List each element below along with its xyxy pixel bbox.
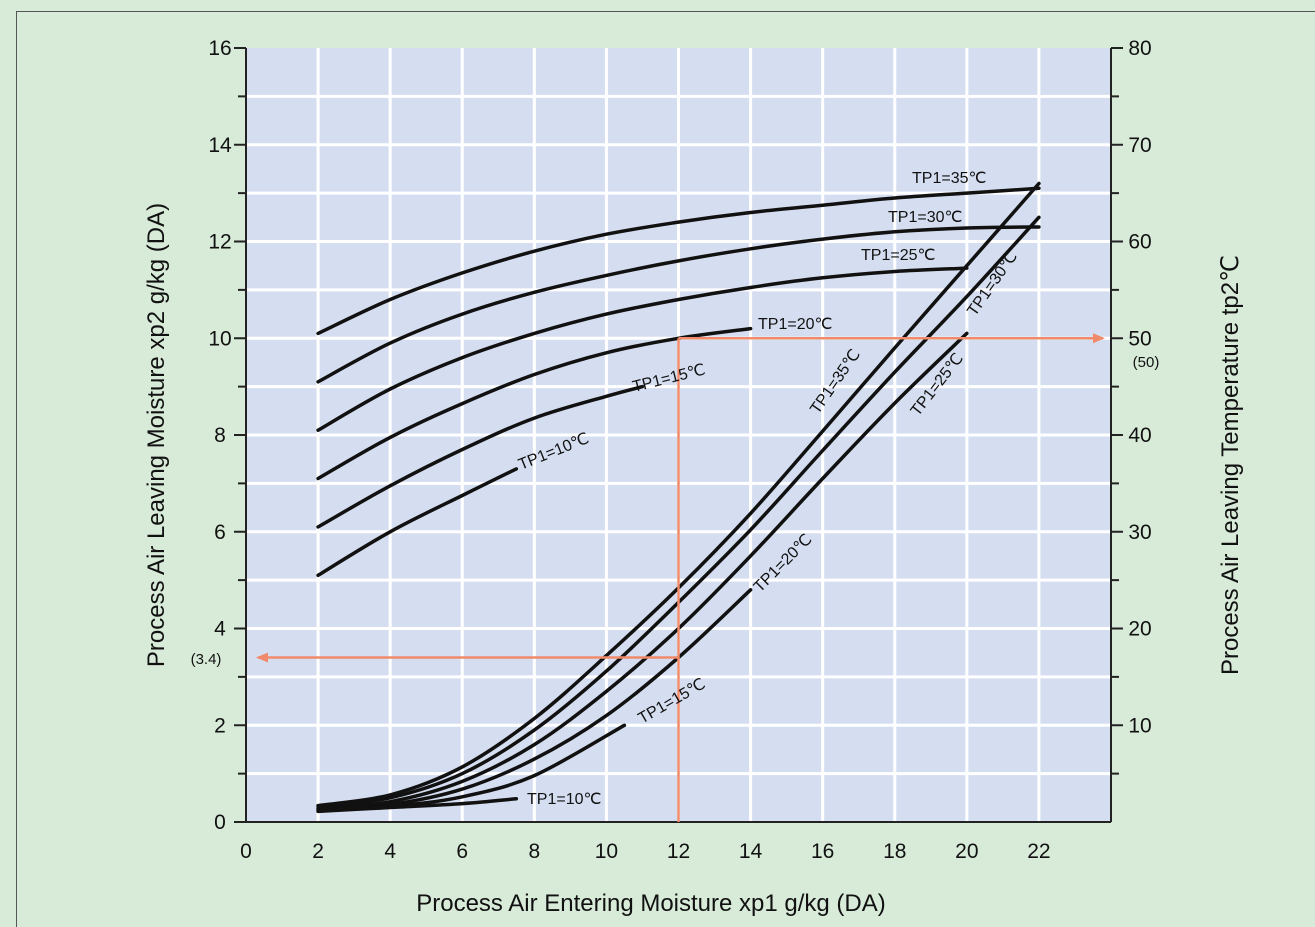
y-right-tick-label: 10 xyxy=(1128,714,1151,737)
example-note-right: (50) xyxy=(1133,354,1160,371)
y-left-tick-label: 6 xyxy=(214,521,226,544)
curve-label: TP1=30℃ xyxy=(888,209,962,226)
curves xyxy=(316,181,1041,814)
y-right-tick-label: 70 xyxy=(1128,134,1151,157)
moisture-curve xyxy=(316,384,645,529)
curve-label: TP1=10℃ xyxy=(527,791,601,808)
moisture-curve xyxy=(316,467,519,578)
tick-labels: 0 2 4 6 8 10 12 14 16 18 20 22 0 2 4 6 8 10 12 14 16 10 20 30 40… xyxy=(208,37,1151,863)
x-tick-label: 18 xyxy=(883,840,906,863)
moisture-curve xyxy=(316,266,969,432)
y-right-tick-label: 80 xyxy=(1128,37,1151,60)
y-right-tick-label: 50 xyxy=(1128,327,1151,350)
y-left-tick-label: 0 xyxy=(214,811,226,834)
moisture-curve xyxy=(316,186,1041,336)
example-note-left: (3.4) xyxy=(191,651,222,668)
y-left-tick-label: 14 xyxy=(208,134,232,157)
x-tick-label: 10 xyxy=(595,840,618,863)
temperature-curve xyxy=(316,181,1041,808)
x-tick-label: 6 xyxy=(456,840,468,863)
y-right-tick-label: 40 xyxy=(1128,424,1151,447)
y-right-tick-label: 20 xyxy=(1128,618,1151,641)
x-tick-label: 22 xyxy=(1027,840,1050,863)
y-left-tick-label: 10 xyxy=(208,327,231,350)
x-axis-label: Process Air Entering Moisture xp1 g/kg (… xyxy=(416,890,886,917)
chart-frame xyxy=(16,11,1315,927)
temperature-curve xyxy=(316,215,1041,809)
x-tick-label: 16 xyxy=(811,840,834,863)
y-left-tick-label: 4 xyxy=(214,618,226,641)
y-axis-left-label: Process Air Leaving Moisture xp2 g/kg (D… xyxy=(143,203,170,667)
x-tick-label: 0 xyxy=(240,840,252,863)
curve-label: TP1=35℃ xyxy=(912,170,986,187)
temperature-curve xyxy=(316,797,519,814)
y-axis-right-label: Process Air Leaving Temperature tp2℃ xyxy=(1217,255,1244,675)
y-left-tick-label: 2 xyxy=(214,714,226,737)
x-tick-label: 20 xyxy=(955,840,978,863)
y-left-tick-label: 8 xyxy=(214,424,226,447)
curve-label: TP1=25℃ xyxy=(861,247,935,264)
moisture-curve xyxy=(316,225,1041,384)
y-left-tick-label: 16 xyxy=(208,37,231,60)
curve-label: TP1=20℃ xyxy=(758,316,832,333)
x-tick-label: 4 xyxy=(384,840,396,863)
x-tick-label: 12 xyxy=(667,840,690,863)
y-right-tick-label: 30 xyxy=(1128,521,1151,544)
y-right-tick-label: 60 xyxy=(1128,231,1151,254)
x-tick-label: 2 xyxy=(312,840,324,863)
x-tick-label: 8 xyxy=(528,840,540,863)
temperature-curve xyxy=(316,331,969,811)
example-lines xyxy=(256,333,1105,822)
y-left-tick-label: 12 xyxy=(208,231,231,254)
x-tick-label: 14 xyxy=(739,840,763,863)
